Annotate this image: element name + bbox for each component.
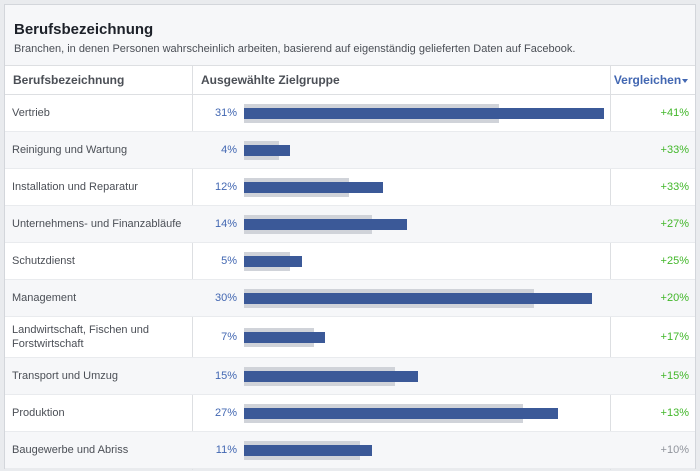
column-header-row: Berufsbezeichnung Ausgewählte Zielgruppe… <box>5 66 695 95</box>
table-row: Unternehmens- und Finanzabläufe 14% +27% <box>5 206 695 243</box>
panel-header: Berufsbezeichnung Branchen, in denen Per… <box>5 5 695 66</box>
audience-percent: 11% <box>215 444 237 456</box>
audience-bar <box>244 408 558 419</box>
audience-bar <box>244 332 325 343</box>
compare-value: +13% <box>660 407 689 419</box>
occupation-panel: Berufsbezeichnung Branchen, in denen Per… <box>4 4 696 470</box>
compare-value: +17% <box>660 331 689 343</box>
table-row: Landwirtschaft, Fischen und Forstwirtsch… <box>5 317 695 358</box>
audience-percent: 30% <box>214 292 237 304</box>
column-header-audience: Ausgewählte Zielgruppe <box>201 73 340 87</box>
occupation-label: Produktion <box>12 407 65 419</box>
audience-bar <box>244 219 407 230</box>
audience-percent: 31% <box>214 107 237 119</box>
table-row: Installation und Reparatur 12% +33% <box>5 169 695 206</box>
occupation-label: Installation und Reparatur <box>12 181 138 193</box>
column-divider <box>610 66 611 470</box>
audience-percent: 4% <box>221 144 237 156</box>
audience-bar <box>244 182 383 193</box>
compare-label: Vergleichen <box>613 73 682 87</box>
occupation-label: Unternehmens- und Finanzabläufe <box>12 218 182 230</box>
compare-value: +33% <box>660 181 689 193</box>
audience-percent: 15% <box>214 370 237 382</box>
occupation-table: Vertrieb 31% +41% Reinigung und Wartung 4% +3… <box>5 95 695 469</box>
table-row: Reinigung und Wartung 4% +33% <box>5 132 695 169</box>
audience-bar <box>244 256 302 267</box>
column-header-occupation: Berufsbezeichnung <box>13 73 125 87</box>
audience-bar <box>244 445 372 456</box>
table-row: Baugewerbe und Abriss 11% +10% <box>5 432 695 469</box>
compare-value: +15% <box>660 370 689 382</box>
table-row: Management 30% +20% <box>5 280 695 317</box>
audience-bar <box>244 145 290 156</box>
compare-value: +25% <box>660 255 689 267</box>
table-row: Vertrieb 31% +41% <box>5 95 695 132</box>
occupation-label: Schutzdienst <box>12 255 75 267</box>
audience-percent: 7% <box>221 331 237 343</box>
panel-subtitle: Branchen, in denen Personen wahrscheinli… <box>14 43 576 55</box>
audience-bar <box>244 371 418 382</box>
column-divider <box>192 66 193 470</box>
audience-percent: 5% <box>221 255 237 267</box>
audience-percent: 27% <box>214 407 237 419</box>
table-row: Produktion 27% +13% <box>5 395 695 432</box>
compare-value: +20% <box>660 292 689 304</box>
occupation-label: Reinigung und Wartung <box>12 144 128 156</box>
table-row: Transport und Umzug 15% +15% <box>5 358 695 395</box>
caret-down-icon <box>682 78 689 83</box>
compare-value: +27% <box>660 218 689 230</box>
occupation-label: Management <box>12 292 77 304</box>
occupation-label: Landwirtschaft, Fischen und Forstwirtsch… <box>12 324 149 350</box>
occupation-label: Baugewerbe und Abriss <box>12 444 129 456</box>
audience-percent: 14% <box>214 218 237 230</box>
audience-bar <box>244 108 604 119</box>
audience-percent: 12% <box>214 181 237 193</box>
table-row: Schutzdienst 5% +25% <box>5 243 695 280</box>
occupation-label: Vertrieb <box>12 107 50 119</box>
compare-dropdown[interactable]: Vergleichen <box>611 73 691 87</box>
compare-value: +10% <box>660 444 689 456</box>
compare-value: +41% <box>660 107 689 119</box>
occupation-label: Transport und Umzug <box>12 370 118 382</box>
compare-value: +33% <box>660 144 689 156</box>
panel-title: Berufsbezeichnung <box>14 21 154 38</box>
audience-bar <box>244 293 592 304</box>
